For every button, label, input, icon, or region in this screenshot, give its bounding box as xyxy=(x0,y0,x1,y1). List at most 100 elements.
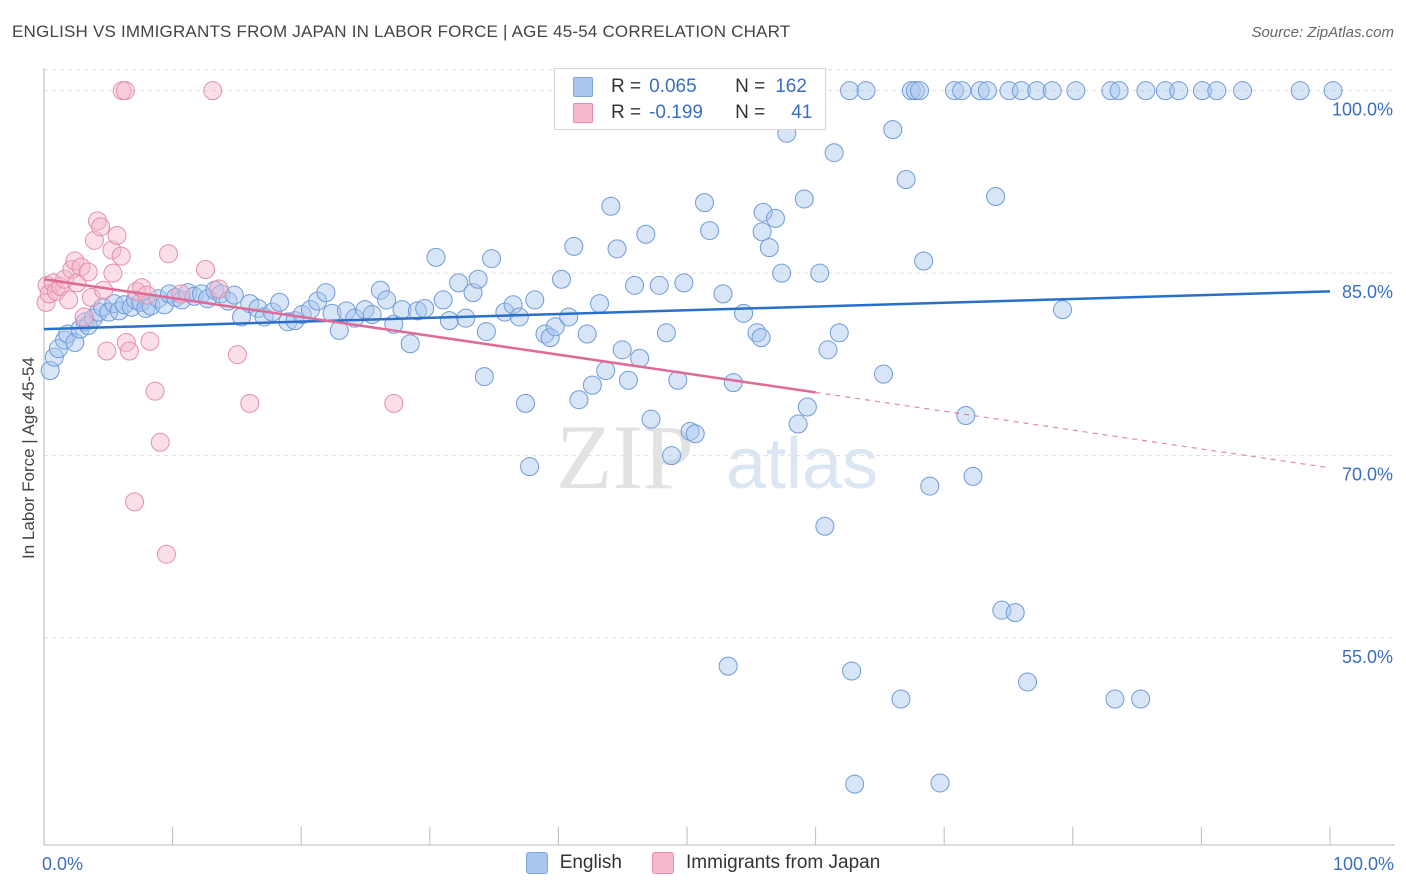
english-point xyxy=(883,120,903,140)
english-point xyxy=(723,373,743,393)
japan-point xyxy=(59,290,79,310)
legend-item-english[interactable]: English xyxy=(525,852,623,874)
english-point xyxy=(794,189,814,209)
english-point xyxy=(788,414,808,434)
r-label: R = xyxy=(611,76,642,97)
english-point xyxy=(439,311,459,331)
english-point xyxy=(977,81,997,101)
legend-item-japan[interactable]: Immigrants from Japan xyxy=(652,852,880,874)
english-point xyxy=(718,656,738,676)
japan-trend-line xyxy=(43,278,816,394)
english-point xyxy=(1005,603,1025,623)
english-point xyxy=(509,307,529,327)
english-point xyxy=(970,81,990,101)
x-tick-label: 0.0% xyxy=(42,854,83,874)
japan-point xyxy=(240,393,260,413)
english-points xyxy=(40,81,1343,794)
chart-title: ENGLISH VS IMMIGRANTS FROM JAPAN IN LABO… xyxy=(12,22,791,41)
japan-point xyxy=(196,260,216,280)
japan-point xyxy=(78,262,98,282)
english-point xyxy=(426,247,446,267)
english-point xyxy=(468,269,488,289)
english-point xyxy=(1105,689,1125,709)
english-point xyxy=(1290,81,1310,101)
english-point xyxy=(625,275,645,295)
english-point xyxy=(700,221,720,241)
japan-point xyxy=(384,393,404,413)
japan-point xyxy=(156,544,176,564)
english-point xyxy=(1233,81,1253,101)
english-point xyxy=(656,323,676,343)
y-tick-label: 70.0% xyxy=(1342,465,1393,485)
english-point xyxy=(577,324,597,344)
y-tick-label: 55.0% xyxy=(1342,647,1393,667)
japan-point xyxy=(158,244,178,264)
english-point xyxy=(891,689,911,709)
japan-point xyxy=(203,81,223,101)
english-point xyxy=(433,290,453,310)
trend-lines xyxy=(43,278,1331,469)
japan-point xyxy=(115,81,135,101)
english-point xyxy=(874,364,894,384)
english-point xyxy=(662,446,682,466)
english-point xyxy=(618,370,638,390)
english-point xyxy=(1131,689,1151,709)
english-point xyxy=(1011,81,1031,101)
english-point xyxy=(752,222,772,242)
english-point xyxy=(482,249,502,269)
english-legend-label: English xyxy=(559,852,623,873)
english-point xyxy=(1101,81,1121,101)
english-point xyxy=(449,273,469,293)
japan-trend-extension xyxy=(815,391,1331,469)
watermark-atlas: atlas xyxy=(726,424,878,504)
english-point xyxy=(901,81,921,101)
english-point xyxy=(476,322,496,342)
english-point xyxy=(1066,81,1086,101)
english-point xyxy=(316,283,336,303)
english-point xyxy=(551,269,571,289)
english-point xyxy=(545,317,565,337)
english-point xyxy=(582,375,602,395)
japan-swatch xyxy=(573,103,593,123)
n-label: N = xyxy=(735,76,766,97)
english-point xyxy=(590,294,610,314)
english-point xyxy=(520,457,540,477)
english-point xyxy=(856,81,876,101)
english-point xyxy=(1042,81,1062,101)
axes xyxy=(43,68,1395,846)
english-point xyxy=(824,143,844,163)
english-point xyxy=(797,397,817,417)
english-legend-swatch xyxy=(525,852,548,874)
english-point xyxy=(842,661,862,681)
english-point xyxy=(649,275,669,295)
stats-legend: R = 0.065 N = 162 R = -0.199 N = 41 xyxy=(554,68,826,130)
english-point xyxy=(515,393,535,413)
english-point xyxy=(1169,81,1189,101)
japan-point xyxy=(107,225,127,245)
legend-row-japan: R = -0.199 N = 41 xyxy=(573,101,812,125)
japan-point xyxy=(87,211,107,231)
english-point xyxy=(1027,81,1047,101)
japan-point xyxy=(111,246,131,266)
japan-point xyxy=(81,288,101,307)
japan-point xyxy=(140,331,160,351)
japan-point xyxy=(39,284,59,304)
english-point xyxy=(1155,81,1175,101)
japan-legend-swatch xyxy=(652,852,675,874)
english-point xyxy=(612,340,632,360)
english-point xyxy=(685,424,705,444)
english-point xyxy=(1323,81,1343,101)
english-point xyxy=(1136,81,1156,101)
english-point xyxy=(930,773,950,793)
english-point xyxy=(680,421,700,441)
english-point xyxy=(734,303,754,323)
english-point xyxy=(1192,81,1212,101)
legend-row-english: R = 0.065 N = 162 xyxy=(573,75,807,99)
english-point xyxy=(914,251,934,271)
english-point xyxy=(986,187,1006,207)
english-swatch xyxy=(573,77,593,97)
english-point xyxy=(910,81,930,101)
english-point xyxy=(759,238,779,258)
english-point xyxy=(765,208,785,228)
